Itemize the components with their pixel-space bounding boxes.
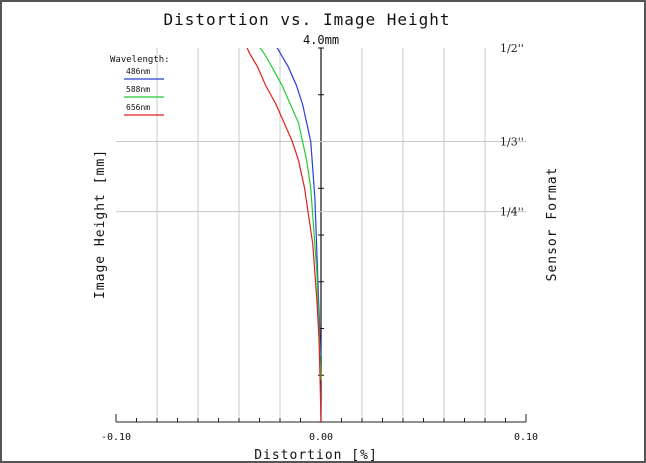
chart-subtitle: 4.0mm [303, 33, 339, 47]
legend-entry-label: 588nm [126, 85, 150, 94]
axes [116, 48, 526, 422]
x-axis-label: Distortion [%] [254, 448, 378, 463]
x-tick-labels: -0.10 0.00 0.10 [101, 432, 538, 443]
x-tick-label: -0.10 [101, 432, 131, 443]
sensor-format-label: 1/4'' [500, 206, 524, 219]
legend: Wavelength: 486nm 588nm 656nm [110, 55, 170, 115]
x-tick-label: 0.00 [309, 432, 333, 443]
legend-entry-label: 656nm [126, 103, 150, 112]
chart-title: Distortion vs. Image Height [163, 10, 450, 29]
series-line-588nm [245, 15, 321, 380]
legend-title: Wavelength: [110, 55, 170, 65]
x-tick-label: 0.10 [514, 432, 538, 443]
sensor-format-label: 1/3'' [500, 136, 524, 149]
legend-entry-label: 486nm [126, 67, 150, 76]
sensor-format-label: 1/2'' [500, 42, 524, 55]
sensor-format-axis-label: Sensor Format [545, 167, 560, 282]
series-lines [237, 0, 321, 422]
series-line-486nm [251, 0, 321, 357]
y-axis-label: Image Height [mm] [93, 149, 108, 299]
